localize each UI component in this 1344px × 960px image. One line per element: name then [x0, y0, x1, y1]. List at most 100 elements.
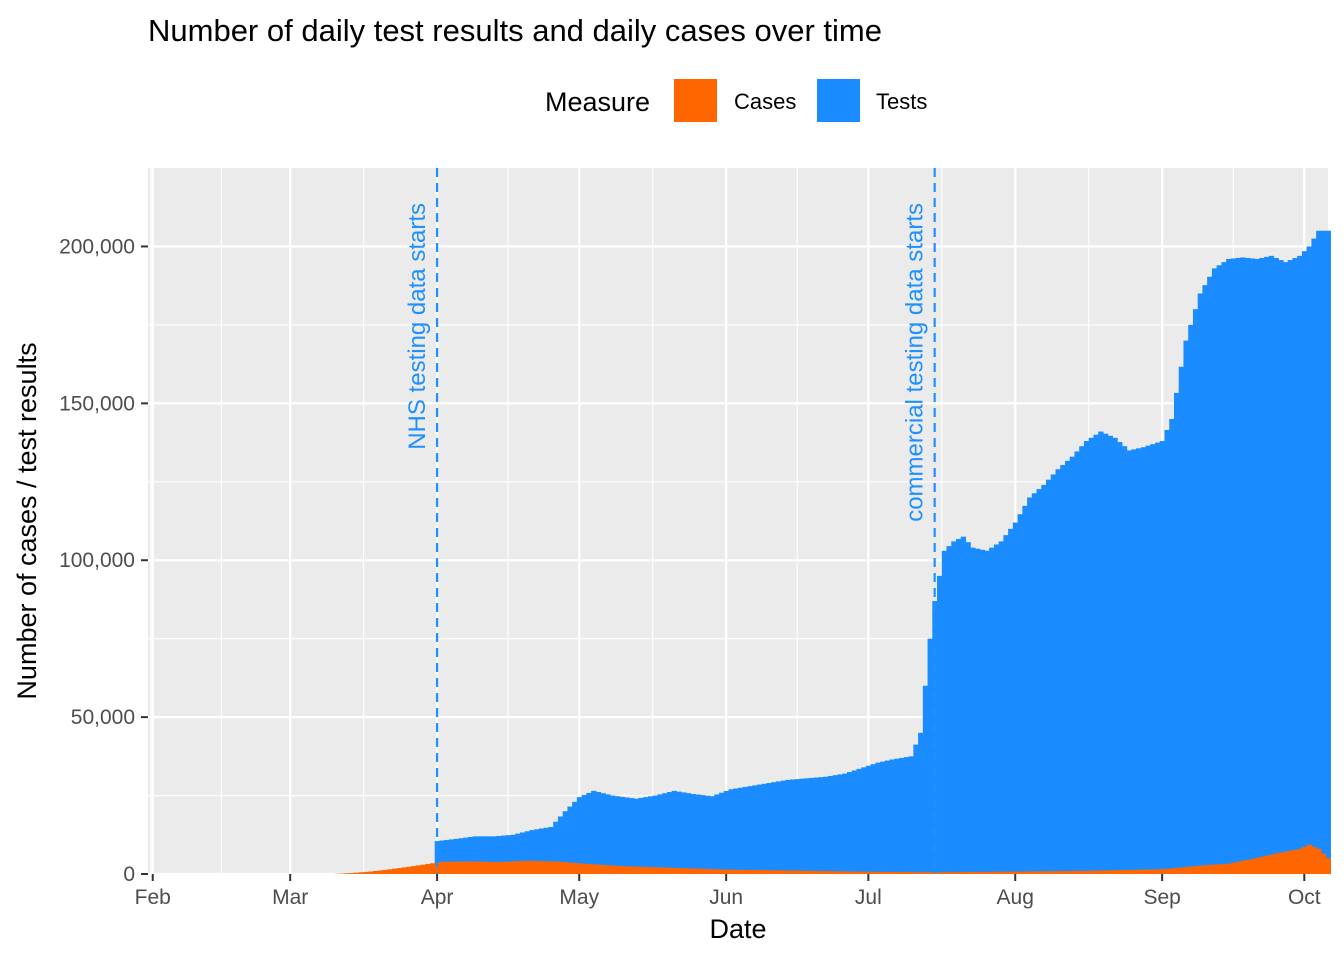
bar-tests — [1226, 258, 1232, 874]
bar-cases — [989, 871, 995, 874]
bar-cases — [856, 871, 862, 874]
bar-cases — [728, 869, 734, 874]
bar-cases — [671, 867, 677, 874]
bar-tests — [671, 790, 677, 874]
bar-cases — [837, 871, 843, 874]
bar-cases — [595, 864, 602, 874]
bar-cases — [903, 872, 910, 874]
bar-tests — [505, 835, 512, 874]
bar-tests — [1292, 257, 1298, 875]
bar-tests — [1230, 258, 1237, 874]
bar-tests — [861, 767, 867, 874]
bar-tests — [846, 772, 853, 874]
bar-cases — [714, 869, 720, 874]
bar-tests — [1320, 230, 1327, 874]
bar-cases — [358, 872, 365, 874]
bar-tests — [477, 836, 483, 874]
bar-cases — [927, 872, 933, 874]
bar-tests — [524, 831, 531, 874]
bar-tests — [666, 792, 673, 874]
bar-cases — [387, 869, 393, 874]
bar-cases — [1230, 862, 1237, 874]
bar-tests — [1102, 433, 1109, 874]
bar-tests — [439, 840, 445, 874]
bar-tests — [520, 832, 526, 874]
bar-tests — [719, 792, 725, 874]
bar-cases — [406, 866, 412, 874]
bar-cases — [662, 867, 668, 874]
bar-tests — [1008, 528, 1014, 874]
bar-cases — [1017, 871, 1023, 874]
bar-tests — [903, 757, 910, 874]
bar-cases — [1202, 865, 1208, 874]
bar-cases — [377, 870, 384, 874]
bar-cases — [491, 861, 497, 874]
bar-cases — [922, 872, 929, 874]
bar-tests — [752, 785, 758, 874]
bar-tests — [1131, 449, 1137, 874]
bar-tests — [837, 774, 843, 874]
bar-tests — [979, 549, 986, 874]
bar-tests — [1159, 440, 1166, 874]
x-tick-label: Apr — [421, 886, 454, 909]
bar-cases — [1259, 856, 1265, 874]
bar-tests — [775, 781, 782, 874]
bar-tests — [1221, 262, 1227, 875]
bar-tests — [785, 779, 791, 874]
bar-tests — [501, 835, 507, 874]
bar-cases — [799, 870, 805, 874]
bar-cases — [624, 866, 630, 874]
bar-cases — [368, 871, 374, 874]
bar-cases — [861, 871, 867, 874]
bar-tests — [700, 795, 706, 874]
bar-tests — [927, 638, 933, 874]
x-tick-label: Feb — [135, 886, 171, 909]
bar-tests — [738, 787, 744, 874]
bar-tests — [482, 836, 488, 874]
bar-cases — [974, 871, 981, 874]
x-tick-label: Oct — [1288, 886, 1321, 909]
bar-cases — [1235, 861, 1241, 874]
bar-tests — [681, 792, 687, 874]
bar-cases — [1301, 846, 1308, 874]
y-tick-label: 200,000 — [59, 235, 135, 258]
bar-tests — [1202, 285, 1208, 875]
bar-cases — [1159, 869, 1166, 874]
bar-cases — [1297, 848, 1303, 874]
bar-cases — [486, 861, 493, 874]
bar-tests — [491, 836, 497, 874]
bar-tests — [543, 827, 550, 874]
x-axis-title: Date — [709, 914, 766, 944]
bar-cases — [690, 868, 696, 874]
bar-tests — [1050, 474, 1057, 874]
bar-cases — [937, 872, 943, 874]
bar-tests — [434, 841, 441, 874]
bar-cases — [785, 870, 791, 874]
bar-cases — [1254, 857, 1260, 874]
bar-cases — [1003, 871, 1009, 874]
bar-cases — [1216, 864, 1222, 874]
bar-tests — [1055, 469, 1061, 874]
bar-cases — [515, 861, 521, 874]
bar-tests — [780, 780, 786, 874]
bar-tests — [955, 539, 962, 874]
bar-cases — [809, 870, 815, 874]
bar-cases — [1211, 864, 1218, 874]
bar-cases — [1050, 871, 1057, 874]
bar-cases — [1064, 871, 1071, 874]
legend: Measure Cases Tests — [545, 79, 927, 122]
bar-cases — [1041, 871, 1047, 874]
bar-cases — [1145, 869, 1151, 874]
bar-tests — [486, 836, 493, 874]
bar-tests — [629, 798, 635, 874]
bar-tests — [889, 759, 895, 874]
legend-label-tests: Tests — [876, 89, 927, 114]
bar-cases — [851, 871, 858, 874]
bar-cases — [998, 871, 1004, 874]
bar-tests — [662, 793, 668, 874]
bar-tests — [1287, 260, 1294, 874]
bar-tests — [870, 764, 877, 874]
bar-tests — [899, 757, 905, 874]
bar-cases — [984, 871, 990, 874]
bar-cases — [1278, 852, 1284, 874]
